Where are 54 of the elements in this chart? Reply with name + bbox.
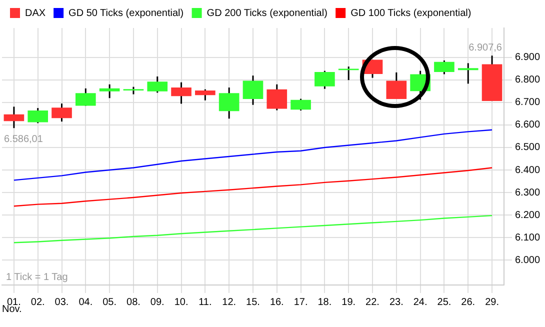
candlestick [434, 60, 454, 75]
x-tick-label: 15. [246, 296, 260, 308]
x-tick-label: 04. [78, 296, 93, 308]
x-tick-label: 25. [437, 296, 452, 308]
candlestick [195, 88, 216, 102]
x-tick-label: 17. [294, 296, 308, 308]
y-tick-label: 6.700 [514, 97, 540, 108]
annotation: 6.586,01 [4, 134, 44, 145]
x-tick-label: 29. [485, 296, 499, 308]
x-tick-label: 18. [318, 296, 332, 308]
candlestick [242, 74, 264, 106]
y-tick-label: 6.000 [514, 254, 540, 266]
y-tick-label: 6.500 [514, 142, 540, 154]
x-tick-label: 08. [126, 296, 140, 308]
annotation: 1 Tick = 1 Tag [6, 272, 68, 283]
candlestick [52, 102, 72, 122]
x-tick-label: 11. [198, 296, 212, 308]
legend-label: GD 100 Ticks (exponential) [350, 8, 472, 19]
candlestick [99, 84, 120, 99]
candlestick [28, 107, 48, 124]
x-tick-label: 23. [389, 296, 404, 308]
candlestick [218, 86, 240, 120]
y-tick-label: 6.100 [514, 232, 540, 244]
x-tick-label: 26. [461, 296, 476, 308]
x-tick-label: 12. [222, 296, 236, 308]
legend-label: GD 200 Ticks (exponential) [206, 8, 328, 19]
y-tick-label: 6.900 [514, 52, 540, 64]
legend-label: GD 50 Ticks (exponential) [68, 8, 184, 19]
candlestick [266, 84, 288, 112]
legend-label: DAX [25, 8, 46, 19]
x-tick-label: 24. [413, 296, 428, 308]
candlestick [314, 70, 335, 90]
x-tick-label: 10. [174, 296, 188, 308]
x-tick-label: 02. [30, 296, 45, 308]
x-tick-label: 22. [366, 296, 380, 308]
y-tick-label: 6.600 [514, 120, 540, 131]
x-tick-label: 19. [342, 296, 356, 308]
candlestick [76, 88, 96, 107]
candlestick [290, 98, 311, 112]
text: Nov. [2, 304, 22, 315]
candlestick [147, 76, 168, 94]
x-tick-label: 09. [150, 296, 164, 308]
y-tick-label: 6.400 [514, 164, 540, 176]
y-tick-label: 6.200 [514, 210, 540, 221]
annotation: 6.907,6 [468, 42, 502, 54]
x-tick-label: 16. [270, 296, 284, 308]
x-tick-label: 03. [54, 296, 69, 308]
candlestick [171, 82, 192, 104]
y-tick-label: 6.300 [514, 187, 540, 198]
candlestick [4, 106, 24, 129]
candlestick [386, 72, 407, 100]
x-tick-label: 05. [102, 296, 117, 308]
y-tick-label: 6.800 [514, 74, 540, 86]
candlestick [458, 62, 478, 84]
